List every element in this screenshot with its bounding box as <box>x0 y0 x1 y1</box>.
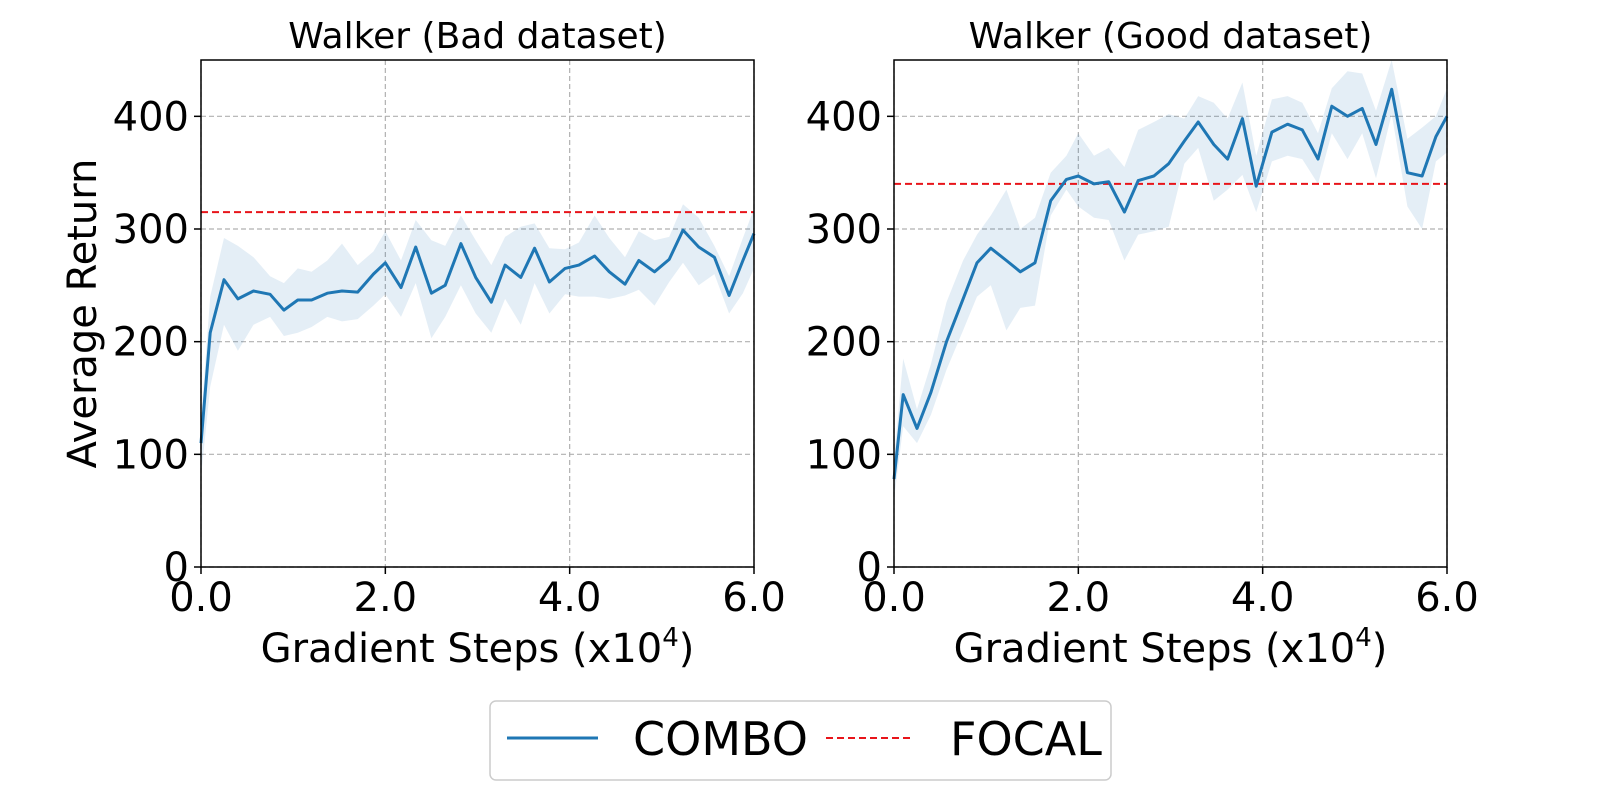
legend-box <box>489 700 1112 781</box>
combo-series-line <box>199 228 756 444</box>
y-tick-label: 0 <box>857 545 882 591</box>
x-tick-label: 2.0 <box>1047 575 1111 621</box>
y-tick-label: 100 <box>113 432 189 478</box>
x-tick-label: 0.0 <box>169 575 233 621</box>
x-tick-label: 2.0 <box>354 575 418 621</box>
chart-title: Walker (Good dataset) <box>969 16 1373 57</box>
y-tick-label: 0 <box>164 545 189 591</box>
y-tick-label: 200 <box>806 320 882 366</box>
x-axis-label: Gradient Steps (x104) <box>261 623 695 672</box>
chart-title: Walker (Bad dataset) <box>288 16 667 57</box>
x-axis-label: Gradient Steps (x104) <box>954 623 1388 672</box>
y-tick-label: 300 <box>113 207 189 253</box>
x-tick-label: 0.0 <box>862 575 926 621</box>
legend: COMBO FOCAL <box>489 700 1112 781</box>
y-tick-label: 400 <box>113 94 189 140</box>
legend-label-combo: COMBO <box>633 712 808 766</box>
chart-panel-good-dataset: Walker (Good dataset) 0.0 2.0 4.0 6.0 0 100 200… <box>806 16 1479 672</box>
plot-frame <box>893 59 1448 568</box>
legend-label-focal: FOCAL <box>950 712 1102 766</box>
chart-panel-bad-dataset: Walker (Bad dataset) 0.0 2.0 4.0 6.0 0 100 200 3… <box>60 16 786 672</box>
y-tick-label: 300 <box>806 207 882 253</box>
plot-frame <box>200 59 755 568</box>
combo-series-line <box>892 87 1449 480</box>
y-tick-label: 200 <box>113 320 189 366</box>
x-tick-label: 4.0 <box>1231 575 1295 621</box>
x-tick-label: 6.0 <box>722 575 786 621</box>
combo-confidence-band <box>201 204 754 477</box>
y-tick-label: 400 <box>806 94 882 140</box>
y-tick-label: 100 <box>806 432 882 478</box>
x-tick-label: 6.0 <box>1415 575 1479 621</box>
y-axis-label: Average Return <box>60 159 106 469</box>
x-tick-label: 4.0 <box>538 575 602 621</box>
combo-confidence-band <box>894 60 1447 500</box>
